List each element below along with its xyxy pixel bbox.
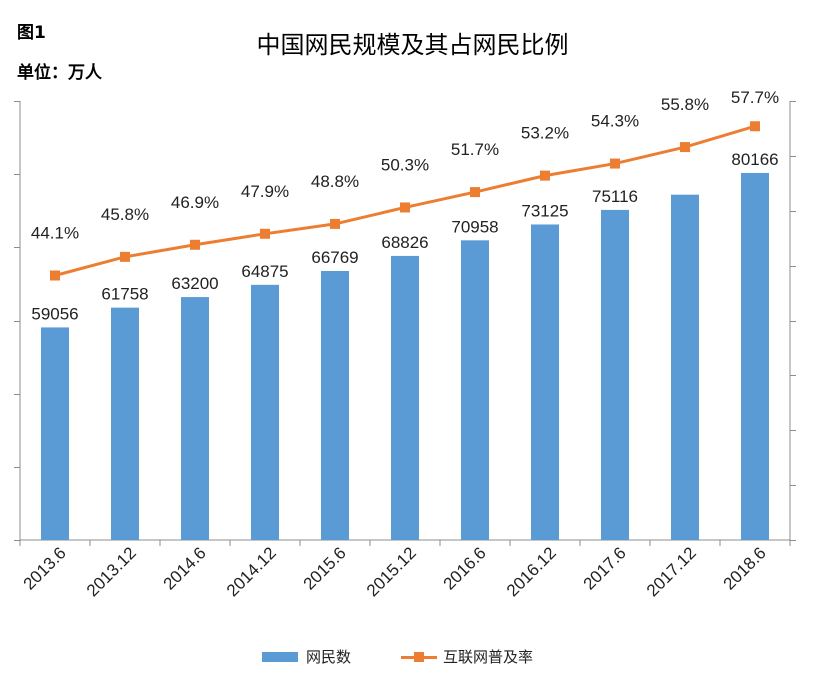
legend-label-line: 互联网普及率 (443, 648, 534, 666)
line-data-label: 44.1% (31, 224, 79, 243)
bar (531, 224, 559, 540)
bar-data-label: 59056 (31, 304, 78, 323)
x-tick-label: 2013.6 (20, 543, 70, 593)
line-marker (400, 202, 410, 213)
x-tick-label: 2015.12 (363, 543, 420, 600)
bar-data-label: 75116 (592, 187, 638, 206)
line-marker (750, 121, 760, 132)
line-data-label: 55.8% (661, 95, 709, 114)
x-tick-label: 2018.6 (720, 543, 770, 593)
line-data-label: 50.3% (381, 155, 429, 174)
line-marker (190, 239, 200, 250)
bar (461, 240, 489, 540)
bar (741, 172, 769, 541)
legend-swatch-bar (262, 651, 298, 662)
bar-data-label: 70958 (451, 217, 498, 236)
bar (41, 327, 69, 540)
line-data-label: 48.8% (311, 172, 359, 191)
chart-title: 中国网民规模及其占网民比例 (256, 31, 569, 59)
x-tick-label: 2016.6 (440, 543, 490, 593)
bar (251, 284, 279, 540)
line-marker (50, 270, 60, 281)
legend-label-bar: 网民数 (306, 648, 352, 666)
line-series (54, 124, 756, 277)
line-data-label: 46.9% (171, 193, 219, 212)
bar (601, 209, 629, 541)
line-marker (470, 187, 480, 198)
line-data-label: 51.7% (451, 140, 499, 159)
figure-label: 图1 (17, 23, 46, 43)
line-data-label: 45.8% (101, 205, 149, 224)
legend-swatch-line (401, 651, 438, 662)
bar-data-label: 68826 (381, 233, 428, 252)
x-tick-label: 2017.12 (643, 543, 700, 600)
x-tick-label: 2017.6 (580, 543, 630, 593)
legend: 网民数 互联网普及率 (262, 646, 533, 667)
bar-data-label: 66769 (311, 248, 358, 267)
line-marker (610, 158, 620, 169)
line-marker (330, 218, 340, 229)
line-marker (120, 251, 130, 262)
bar (671, 194, 699, 540)
bar-data-label: 63200 (171, 274, 218, 293)
x-tick-label: 2014.6 (160, 543, 210, 593)
line-marker (260, 228, 270, 239)
bar-data-label: 61758 (101, 285, 148, 304)
line-data-label: 47.9% (241, 182, 289, 201)
bar-data-label: 80166 (731, 150, 778, 169)
x-tick-label: 2015.6 (300, 543, 350, 593)
bar (181, 297, 209, 540)
x-tick-label: 2016.12 (503, 543, 560, 600)
bar-data-label: 64875 (241, 262, 288, 281)
line-marker (540, 170, 550, 181)
line-data-label: 54.3% (591, 112, 639, 131)
bar (391, 255, 419, 540)
bar-data-label: 73125 (521, 201, 568, 220)
bar (321, 270, 349, 540)
x-tick-label: 2014.12 (223, 543, 280, 600)
unit-label: 单位：万人 (17, 63, 102, 83)
line-marker (680, 142, 690, 153)
bar (111, 307, 139, 540)
x-tick-label: 2013.12 (83, 543, 140, 600)
line-data-label: 53.2% (521, 124, 569, 143)
line-data-label: 57.7% (731, 88, 779, 107)
